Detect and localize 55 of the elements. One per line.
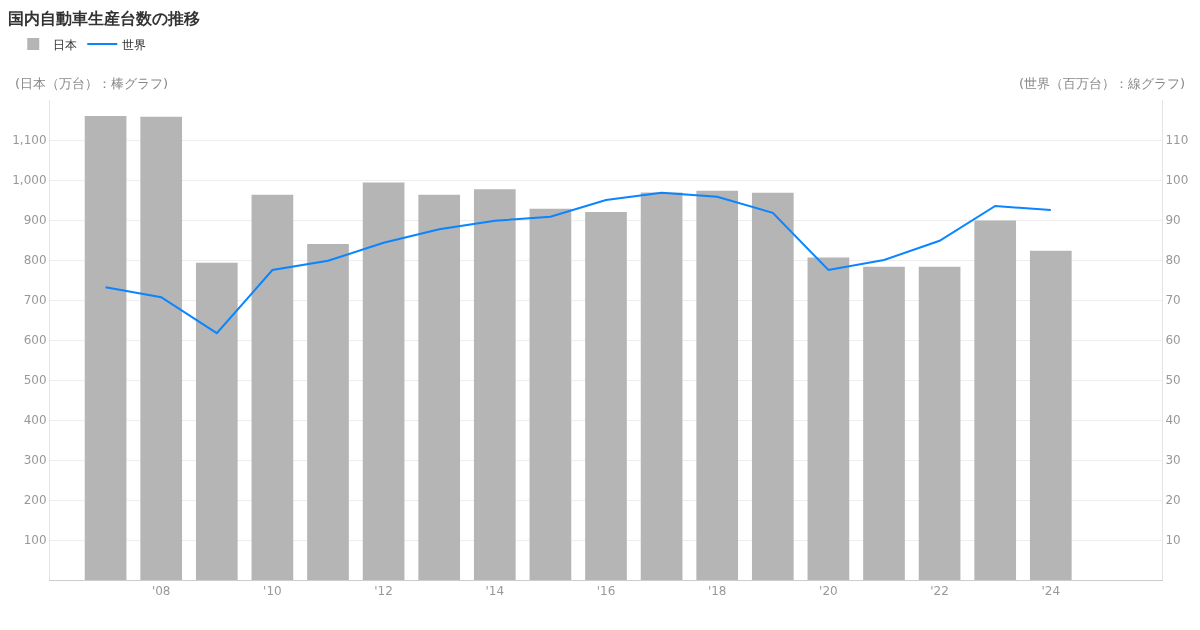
y-tick-label: 200 [23,493,47,508]
y-tick-label: 300 [23,453,47,468]
y-tick-label: 900 [23,213,47,228]
y2-tick-label: 90 [1165,213,1181,228]
y-tick-label: 1,100 [12,133,47,148]
x-tick-label: '16 [596,584,616,599]
x-tick-label: '12 [374,584,393,599]
y2-axis-title: (世界（百万台）：線グラフ) [1019,76,1186,91]
y-tick-label: 400 [23,413,47,428]
bar [918,266,961,580]
y2-tick-label: 20 [1165,493,1181,508]
bar [473,189,516,580]
y2-tick-label: 30 [1165,453,1181,468]
x-tick-label: '10 [263,584,282,599]
y-tick-label: 700 [23,293,47,308]
x-tick-label: '18 [707,584,727,599]
y-tick-label: 600 [23,333,47,348]
bar [84,116,127,580]
bar [418,194,461,580]
y2-tick-label: 60 [1165,333,1181,348]
y-tick-label: 1,000 [12,173,47,188]
bar [195,262,238,580]
bar [640,192,683,580]
bar [807,257,850,580]
x-tick-label: '20 [819,584,838,599]
y2-tick-label: 110 [1165,133,1189,148]
chart-title: 国内自動車生産台数の推移 [8,8,201,28]
y-tick-label: 100 [23,533,47,548]
bar [696,190,739,580]
legend-label: 世界 [122,37,147,52]
x-tick-label: '14 [485,584,505,599]
bar [307,244,349,580]
y2-tick-label: 100 [1165,173,1189,188]
bar [585,212,627,580]
y-tick-label: 800 [23,253,47,268]
x-tick-label: '22 [930,584,949,599]
bar [751,192,794,580]
y2-tick-label: 40 [1165,413,1181,428]
bar [974,220,1017,580]
legend-label: 日本 [53,37,78,52]
y2-tick-label: 70 [1165,293,1181,308]
bar [140,116,183,580]
bar [529,208,572,580]
x-tick-label: '24 [1041,584,1061,599]
y2-tick-label: 50 [1165,373,1181,388]
line-series [104,191,1052,335]
x-tick-label: '08 [151,584,171,599]
bar [251,194,294,580]
bar [1029,250,1072,580]
y2-tick-label: 10 [1165,533,1181,548]
y-axis-title: (日本（万台）：棒グラフ) [15,76,169,91]
y-tick-label: 500 [23,373,47,388]
bar [362,182,405,580]
y2-tick-label: 80 [1165,253,1181,268]
bar [863,266,905,580]
